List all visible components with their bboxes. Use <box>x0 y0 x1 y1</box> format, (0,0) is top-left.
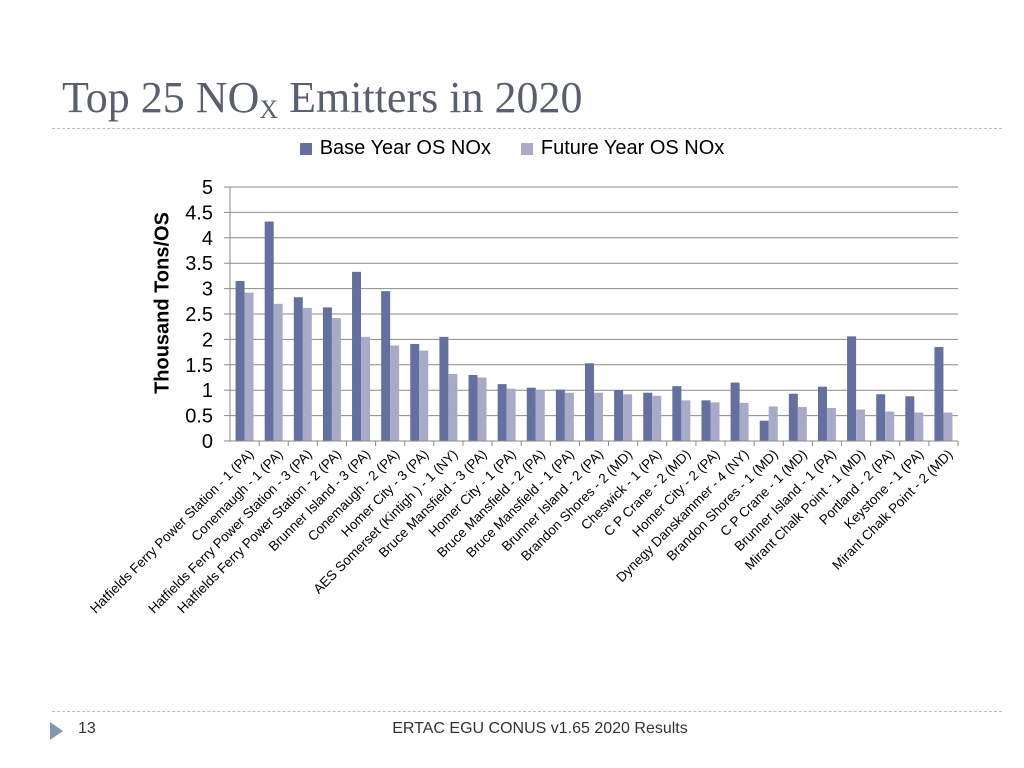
bar-base-year <box>235 280 245 441</box>
bar-future-year <box>681 400 691 441</box>
bar-future-year <box>885 411 895 441</box>
y-tick-label: 0.5 <box>185 406 213 428</box>
title-divider <box>52 128 1002 129</box>
footer-text: ERTAC EGU CONUS v1.65 2020 Results <box>392 720 688 737</box>
y-tick-label: 2.5 <box>185 304 213 326</box>
bar-base-year <box>468 374 478 441</box>
title-main-text: Top 25 NO <box>62 73 260 122</box>
bar-future-year <box>594 392 603 441</box>
bar-base-year <box>730 382 740 441</box>
slide-title: Top 25 NOX Emitters in 2020 <box>62 72 582 125</box>
bar-future-year <box>302 307 312 441</box>
bar-future-year <box>768 406 778 441</box>
bar-future-year <box>419 350 429 441</box>
bar-base-year <box>381 291 391 441</box>
bar-future-year <box>477 377 487 441</box>
bar-base-year <box>905 396 915 441</box>
bar-future-year <box>506 388 516 441</box>
bar-base-year <box>264 221 274 441</box>
y-tick-label: 1.5 <box>185 355 213 377</box>
bar-base-year <box>614 390 624 441</box>
legend-swatch-future <box>520 142 533 155</box>
bar-future-year <box>710 402 720 441</box>
bar-future-year <box>943 412 953 441</box>
bar-base-year <box>293 297 303 441</box>
bar-future-year <box>331 318 341 441</box>
y-tick-label: 4 <box>202 228 213 250</box>
bar-future-year <box>914 412 924 441</box>
y-tick-label: 1 <box>202 380 213 402</box>
bar-base-year <box>876 394 886 441</box>
bar-base-year <box>847 336 857 441</box>
bar-future-year <box>826 407 836 441</box>
bar-base-year <box>585 363 594 441</box>
bar-base-year <box>934 347 944 441</box>
bar-base-year <box>526 387 536 441</box>
footer-divider <box>52 711 1002 712</box>
bar-base-year <box>643 392 653 441</box>
y-tick-label: 3.5 <box>185 253 213 275</box>
title-subscript: X <box>259 95 279 124</box>
title-rest-text: Emitters in 2020 <box>278 73 583 122</box>
bar-future-year <box>623 394 633 441</box>
bar-base-year <box>817 386 827 441</box>
legend-label-future: Future Year OS NOx <box>540 137 725 159</box>
bar-future-year <box>535 390 545 441</box>
y-tick-label: 5 <box>202 177 213 199</box>
bar-base-year <box>555 389 565 441</box>
page-number: 13 <box>78 720 96 737</box>
y-tick-label: 0 <box>202 431 213 453</box>
y-tick-label: 4.5 <box>185 202 213 224</box>
bar-base-year <box>410 343 420 441</box>
legend-label-base: Base Year OS NOx <box>319 137 491 159</box>
bar-future-year <box>273 303 283 441</box>
bar-base-year <box>322 307 332 441</box>
bar-future-year <box>797 406 807 441</box>
bar-future-year <box>244 292 254 441</box>
bar-future-year <box>390 345 400 441</box>
y-tick-label: 2 <box>202 329 213 351</box>
bar-future-year <box>856 409 866 441</box>
legend-swatch-base <box>299 142 312 155</box>
bar-base-year <box>701 400 711 441</box>
bar-future-year <box>448 373 458 441</box>
bar-future-year <box>739 402 749 441</box>
bar-base-year <box>497 384 507 441</box>
chart-legend: Base Year OS NOx Future Year OS NOx <box>0 137 1024 160</box>
bar-future-year <box>361 336 371 441</box>
legend-item-base: Base Year OS NOx <box>299 137 491 160</box>
legend-item-future: Future Year OS NOx <box>520 137 725 160</box>
bar-base-year <box>759 420 769 441</box>
bar-base-year <box>352 271 362 441</box>
footer-arrow-icon <box>50 722 63 740</box>
bar-future-year <box>564 392 574 441</box>
bar-base-year <box>672 386 682 441</box>
bar-future-year <box>652 395 662 441</box>
bar-base-year <box>439 336 449 441</box>
y-tick-label: 3 <box>202 279 213 301</box>
bar-base-year <box>788 393 798 441</box>
